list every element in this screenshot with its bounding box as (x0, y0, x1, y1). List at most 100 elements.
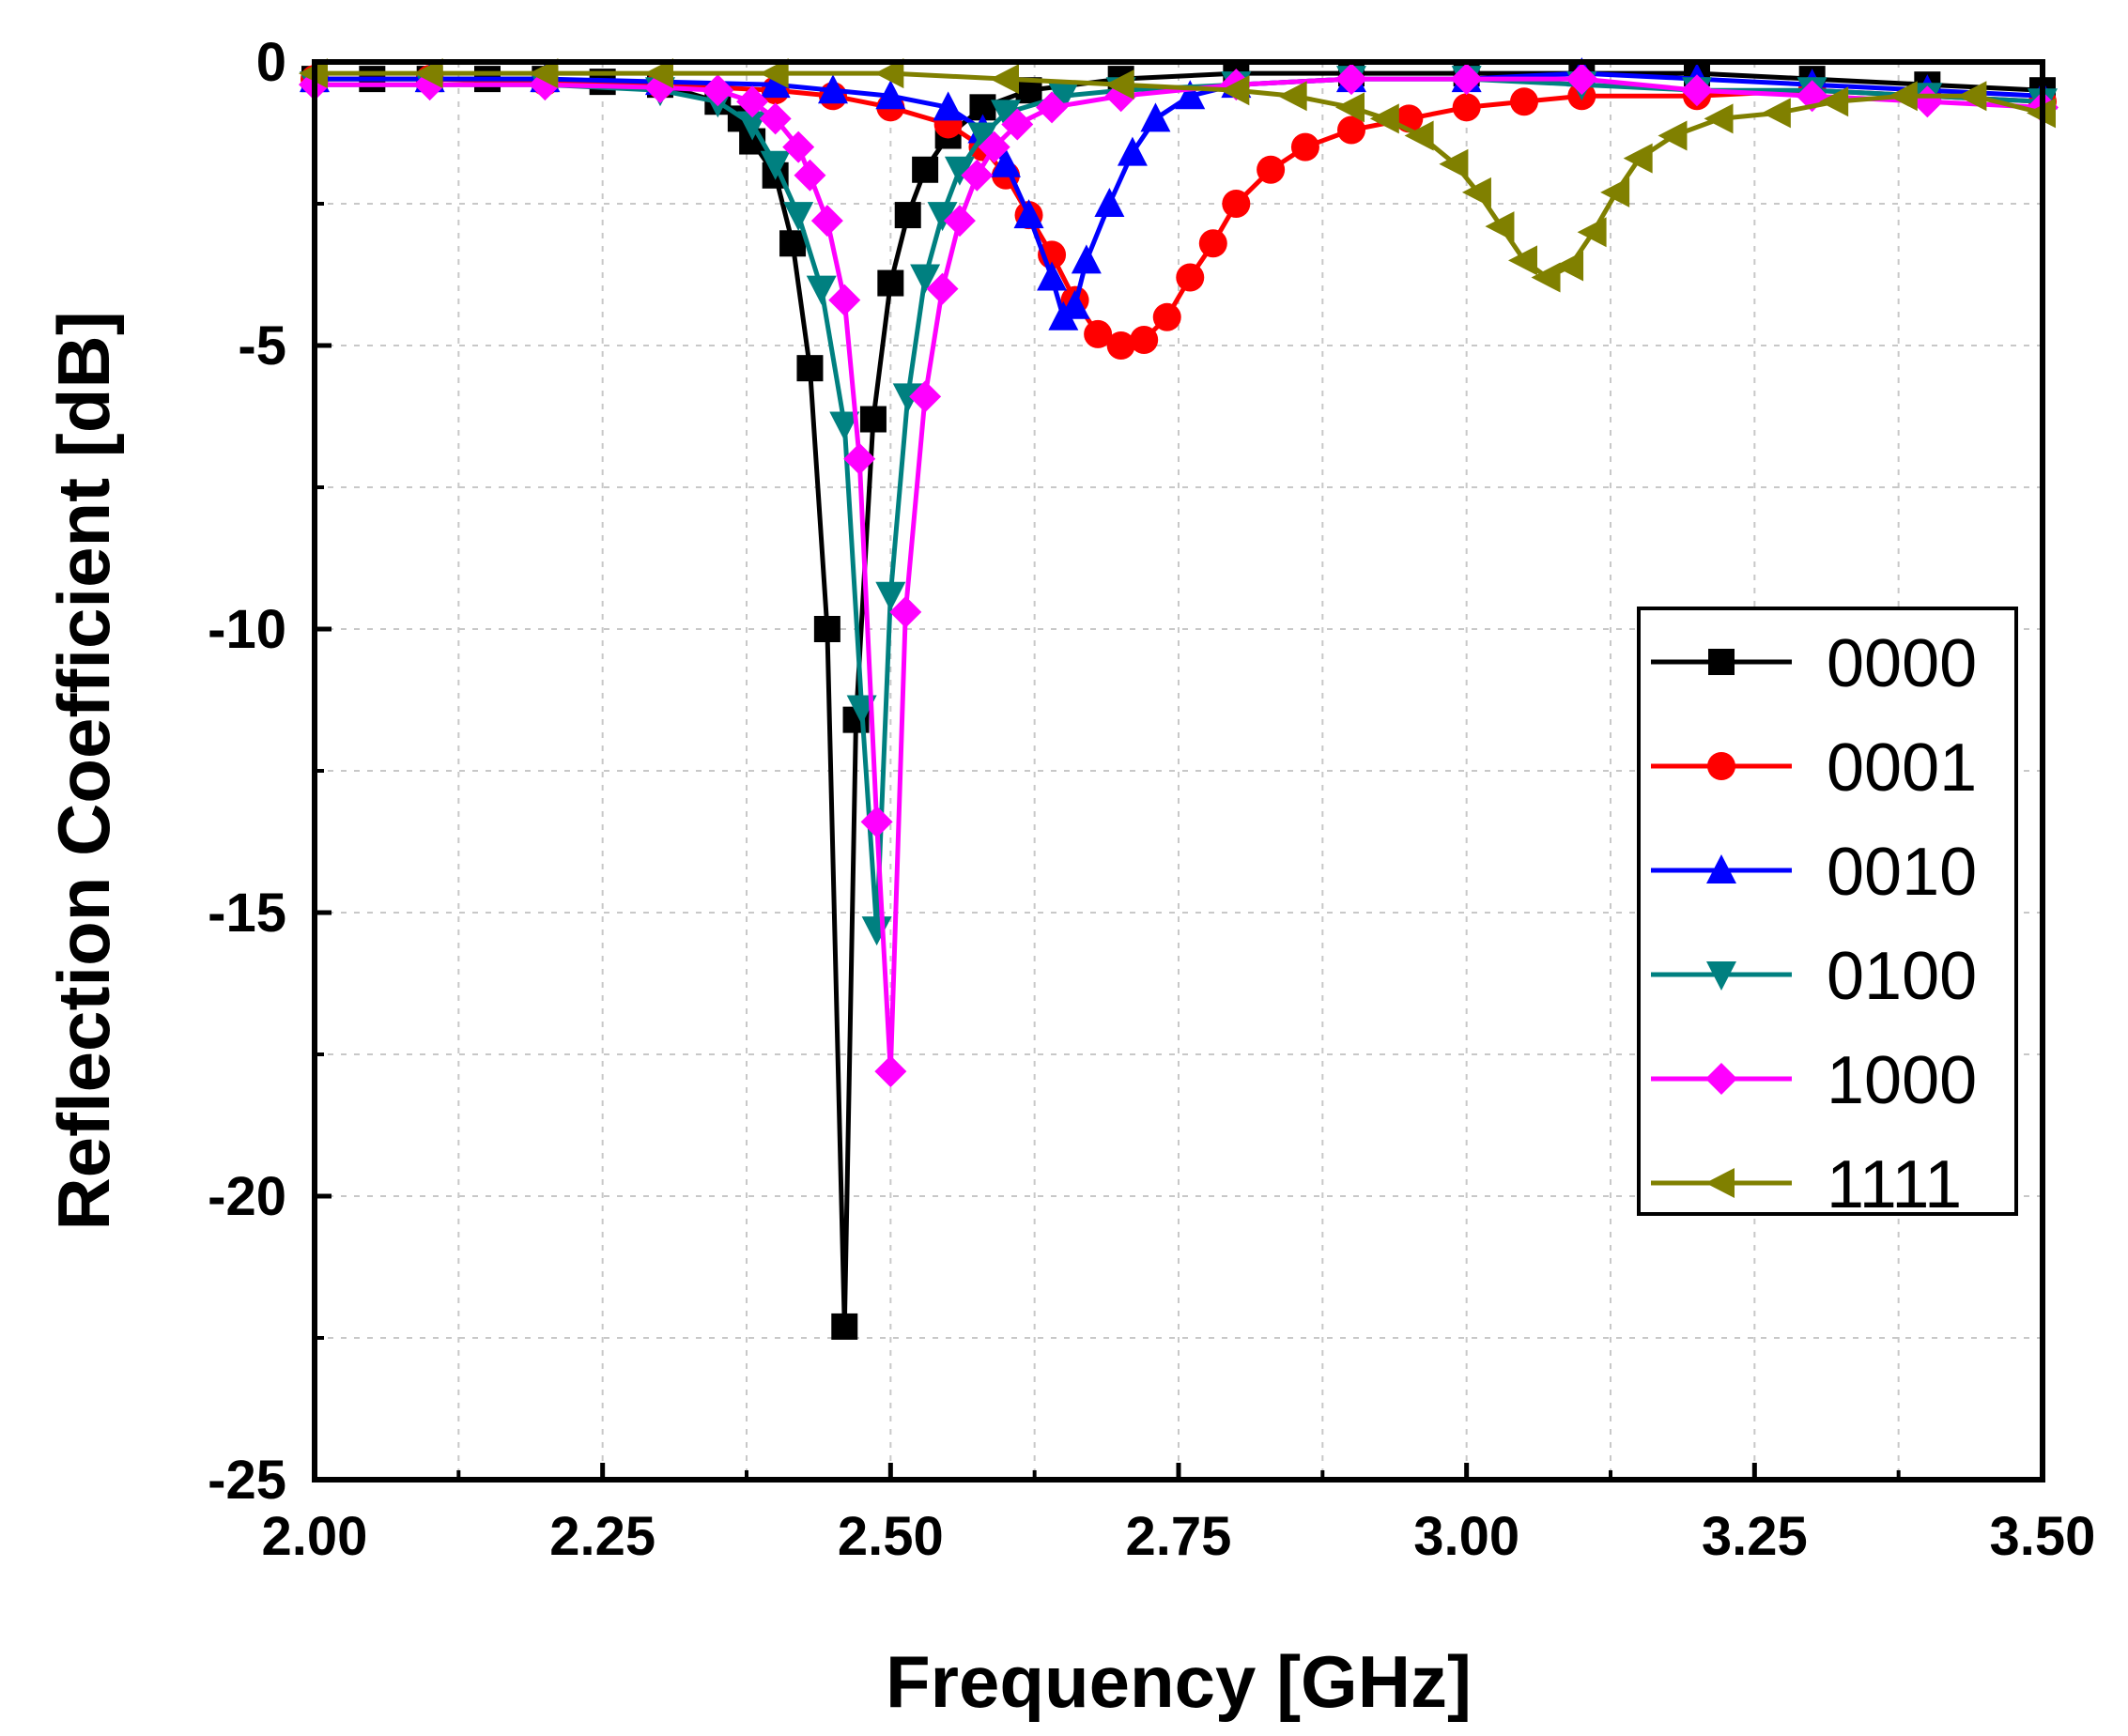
data-point (1404, 120, 1434, 151)
data-point (1140, 102, 1171, 132)
legend-entry: 1000 (1651, 1043, 1977, 1118)
data-point (644, 58, 673, 89)
data-point (1531, 262, 1561, 293)
data-point (1257, 155, 1286, 184)
data-point (831, 1313, 858, 1340)
legend-label: 1111 (1827, 1147, 1962, 1222)
legend-label: 0010 (1827, 835, 1977, 910)
data-point (1094, 188, 1125, 217)
data-point (1485, 211, 1515, 242)
data-point (910, 264, 941, 294)
data-point (861, 916, 892, 946)
data-point (978, 131, 1010, 163)
data-point (806, 275, 837, 305)
data-point (1623, 143, 1653, 174)
data-point (1290, 132, 1319, 161)
data-point (889, 595, 922, 628)
axis-ticks: 2.00 2.25 2.50 2.75 3.00 3.25 3.50 0 -5 -10 -15 -20… (208, 32, 2095, 1567)
data-point (1510, 87, 1538, 116)
data-point (1337, 115, 1365, 145)
data-point (860, 806, 893, 838)
data-point (818, 74, 848, 104)
data-point (794, 159, 826, 192)
legend-entry: 0100 (1651, 939, 1977, 1014)
data-point (1335, 92, 1365, 123)
data-point (1220, 75, 1250, 106)
data-point (1198, 229, 1227, 258)
legend-label: 0000 (1827, 626, 1977, 701)
x-tick-label: 2.25 (549, 1506, 655, 1567)
data-point (927, 202, 958, 232)
data-point (1369, 103, 1399, 134)
data-point (912, 156, 939, 183)
legend-entry: 0001 (1651, 730, 1977, 806)
data-point (1681, 74, 1713, 107)
data-point (736, 85, 769, 118)
data-point (874, 1055, 907, 1088)
data-point (1704, 103, 1734, 134)
y-tick-label: -5 (238, 315, 286, 376)
data-point (1450, 63, 1483, 96)
data-point (828, 284, 861, 316)
data-point (782, 131, 815, 163)
data-point (1819, 86, 1849, 117)
legend-marker (1705, 1063, 1737, 1095)
data-point (760, 150, 791, 180)
data-point (875, 581, 906, 611)
data-point (1130, 325, 1159, 354)
data-point (702, 74, 734, 107)
data-point (859, 406, 887, 433)
data-point (1059, 289, 1090, 319)
data-point (1439, 148, 1469, 179)
data-point (1452, 93, 1481, 122)
data-point (943, 205, 976, 238)
legend-box (1637, 607, 2018, 1216)
data-point (1565, 63, 1598, 96)
data-point (1222, 190, 1251, 218)
data-point (961, 159, 994, 192)
data-point (1117, 136, 1148, 166)
data-point (1037, 261, 1068, 291)
y-tick-label: 0 (256, 32, 286, 93)
x-tick-label: 3.50 (1990, 1506, 2096, 1567)
legend-entry: 0010 (1651, 835, 1977, 910)
legend-marker (1707, 752, 1735, 780)
data-point (967, 122, 998, 152)
legend-marker (1708, 649, 1735, 675)
data-point (796, 355, 824, 382)
data-point (783, 202, 814, 232)
legend-marker (1706, 854, 1736, 883)
y-tick-label: -10 (208, 599, 286, 660)
data-point (909, 380, 942, 413)
data-point (1600, 177, 1630, 207)
data-point (813, 616, 840, 642)
data-point (944, 156, 975, 186)
legend-label: 0001 (1827, 730, 1977, 806)
data-point (1071, 244, 1102, 274)
series-layer (299, 57, 2059, 1340)
x-tick-label: 2.50 (838, 1506, 944, 1567)
data-point (1461, 177, 1491, 207)
data-point (874, 58, 904, 89)
data-point (829, 411, 860, 441)
data-point (933, 91, 964, 121)
series-1111 (299, 58, 2056, 293)
data-point (1084, 319, 1113, 348)
data-point (1508, 245, 1537, 276)
data-point (894, 202, 921, 229)
data-point (1152, 302, 1181, 331)
x-tick-label: 3.25 (1702, 1506, 1808, 1567)
data-point (1013, 199, 1044, 229)
data-point (1176, 263, 1205, 292)
data-point (759, 58, 789, 89)
data-point (1277, 81, 1307, 112)
data-point (843, 442, 876, 475)
y-tick-label: -20 (208, 1166, 286, 1227)
data-point (875, 80, 906, 110)
x-tick-label: 2.75 (1126, 1506, 1232, 1567)
legend-label: 1000 (1827, 1043, 1977, 1118)
data-point (1577, 217, 1607, 248)
data-point (991, 147, 1021, 177)
x-axis-title: Frequency [GHz] (886, 1640, 1472, 1723)
data-point (1048, 83, 1079, 113)
